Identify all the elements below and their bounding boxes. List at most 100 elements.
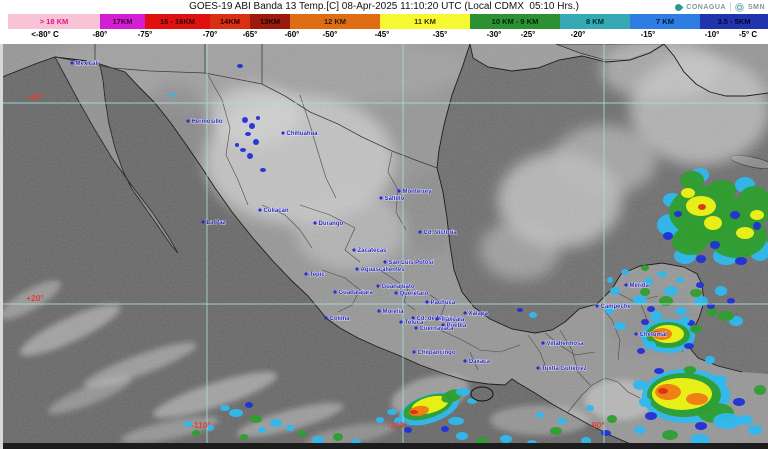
precip-cell xyxy=(517,308,523,312)
latitude-label: +20° xyxy=(26,293,44,303)
precip-cell xyxy=(676,277,684,283)
latitude-label: +30° xyxy=(26,92,44,102)
precip-cell xyxy=(754,385,766,395)
temperature-tick: -20° xyxy=(570,30,586,39)
city-label: Mexicali xyxy=(76,61,100,67)
precip-cell xyxy=(605,306,615,314)
precip-cell xyxy=(270,419,282,427)
city-label: Aguascalientes xyxy=(361,267,406,273)
precip-cell xyxy=(664,286,678,296)
precip-cell xyxy=(641,319,649,325)
city-label: Oaxaca xyxy=(469,359,491,365)
temperature-tick: -60° xyxy=(284,30,300,39)
smn-cyclone-icon xyxy=(734,2,744,12)
altitude-segment: 12 KM xyxy=(290,14,380,29)
precip-cell xyxy=(206,425,214,431)
precip-cell xyxy=(647,306,655,312)
precip-cell xyxy=(727,298,735,304)
altitude-segment: 7 KM xyxy=(630,14,700,29)
precip-cell xyxy=(710,241,720,249)
precip-cell xyxy=(737,415,753,425)
temperature-tick: -5° C xyxy=(738,30,758,39)
precip-cell xyxy=(650,311,662,321)
latlon-grid-labels: +30° +20° -110° -100° -90° xyxy=(26,92,605,430)
city-label: Campeche xyxy=(601,304,632,310)
latlon-grid xyxy=(3,44,768,443)
precip-cell xyxy=(601,430,611,436)
precip-cell xyxy=(652,328,672,340)
precip-cell xyxy=(285,425,295,431)
precip-cell xyxy=(237,64,243,68)
precip-cell xyxy=(645,412,657,420)
precip-cell xyxy=(708,180,736,200)
city-label: Pachuca xyxy=(431,300,456,306)
city-label: Colima xyxy=(330,316,351,322)
city-label: Chilpancingo xyxy=(418,350,456,356)
precip-cell xyxy=(639,397,651,407)
precip-cell xyxy=(672,227,708,255)
city-label: Morelia xyxy=(383,309,405,315)
precip-cell xyxy=(500,435,512,443)
precip-cell xyxy=(240,148,246,152)
altitude-segment: 17KM xyxy=(100,14,145,29)
precip-cell xyxy=(529,312,537,318)
precip-cell xyxy=(713,375,727,385)
temperature-tick: -75° xyxy=(137,30,153,39)
precip-cell xyxy=(247,153,253,159)
precip-cell xyxy=(637,348,645,354)
altitude-color-scale: > 18 KM 17KM 15 - 16KM 14KM 13KM 12 KM 11 KM 10… xyxy=(0,14,768,29)
precip-cell xyxy=(675,307,687,315)
precip-cell xyxy=(245,402,253,408)
precip-cell xyxy=(684,343,694,349)
agency-logos: CONAGUA SMN xyxy=(673,1,765,13)
precip-cell xyxy=(748,425,762,435)
altitude-segment: > 18 KM xyxy=(8,14,100,29)
precip-cell xyxy=(705,356,715,364)
altitude-segment: 10 KM - 9 KM xyxy=(470,14,560,29)
precip-cell xyxy=(297,430,307,436)
temperature-tick: -10° xyxy=(704,30,720,39)
precip-cell xyxy=(706,308,718,316)
precip-cell xyxy=(654,368,664,374)
precip-cell xyxy=(684,366,696,374)
precip-cell xyxy=(260,168,266,172)
precip-cell xyxy=(256,116,260,120)
precip-cell xyxy=(730,211,740,219)
altitude-segment: 14KM xyxy=(210,14,250,29)
city-label: Querétaro xyxy=(400,291,429,297)
longitude-label: -90° xyxy=(589,420,605,430)
precip-cell xyxy=(456,432,468,440)
city-label: Monterrey xyxy=(403,189,433,195)
precip-cell xyxy=(169,93,175,97)
title-bar: GOES-19 ABI Banda 13 Temp.[C] 08-Apr-202… xyxy=(0,0,768,14)
precip-cell xyxy=(410,410,418,414)
city-label: Zacatecas xyxy=(358,248,388,254)
precip-cell xyxy=(695,422,707,430)
temperature-tick: -45° xyxy=(374,30,390,39)
precip-cell xyxy=(658,388,668,394)
temperature-tick: -70° xyxy=(202,30,218,39)
city-label: Cd. Victoria xyxy=(424,230,458,236)
altitude-segment: 15 - 16KM xyxy=(145,14,210,29)
precip-cell xyxy=(441,426,449,432)
precip-cell xyxy=(681,188,695,198)
conagua-drop-icon xyxy=(673,2,684,12)
precip-cell xyxy=(467,398,477,404)
precip-cell xyxy=(634,426,646,434)
precip-cell xyxy=(387,409,397,415)
precip-cell xyxy=(715,286,727,296)
city-labels: Mexicali Hermosillo Chihuahua Culiacán La Pa… xyxy=(70,61,668,372)
city-label: Guadalajara xyxy=(339,290,374,296)
city-label: Toluca xyxy=(405,320,425,326)
longitude-label: -100° xyxy=(387,420,408,430)
city-label: Puebla xyxy=(447,323,467,329)
precip-cell xyxy=(644,341,656,349)
precip-cell xyxy=(696,282,704,288)
precip-cell xyxy=(690,289,702,297)
city-label: Culiacán xyxy=(264,208,289,214)
precip-cell xyxy=(662,430,678,440)
precip-cell xyxy=(686,393,708,405)
precip-cell xyxy=(448,417,464,425)
precip-cell xyxy=(655,384,681,400)
altitude-segment: 11 KM xyxy=(380,14,470,29)
